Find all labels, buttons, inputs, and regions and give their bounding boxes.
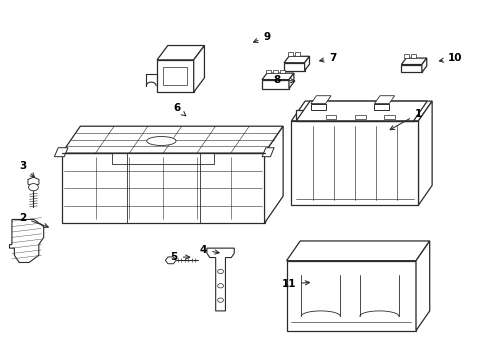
Bar bbox=[273, 69, 278, 73]
Polygon shape bbox=[284, 56, 310, 63]
Polygon shape bbox=[418, 101, 432, 205]
Polygon shape bbox=[292, 101, 432, 121]
Bar bbox=[113, 153, 214, 163]
Bar bbox=[262, 80, 289, 89]
Ellipse shape bbox=[147, 136, 176, 145]
Text: 11: 11 bbox=[282, 279, 310, 289]
Polygon shape bbox=[54, 148, 68, 157]
Bar bbox=[157, 60, 194, 92]
Polygon shape bbox=[296, 101, 427, 121]
Text: 7: 7 bbox=[319, 53, 337, 63]
Polygon shape bbox=[262, 73, 294, 80]
Text: 1: 1 bbox=[390, 109, 422, 130]
Polygon shape bbox=[62, 153, 265, 223]
Polygon shape bbox=[401, 58, 427, 64]
Bar bbox=[284, 63, 305, 71]
Circle shape bbox=[218, 284, 223, 288]
Bar bbox=[384, 116, 395, 119]
Bar bbox=[326, 116, 336, 119]
Bar bbox=[311, 104, 326, 110]
Polygon shape bbox=[157, 45, 204, 60]
Circle shape bbox=[218, 298, 223, 302]
Polygon shape bbox=[194, 45, 204, 92]
Bar bbox=[355, 116, 366, 119]
Circle shape bbox=[28, 184, 38, 191]
Polygon shape bbox=[305, 56, 310, 71]
Text: 2: 2 bbox=[19, 213, 49, 228]
Text: 10: 10 bbox=[440, 53, 463, 63]
Bar bbox=[266, 69, 271, 73]
Circle shape bbox=[218, 269, 223, 274]
Polygon shape bbox=[62, 126, 283, 153]
Text: 8: 8 bbox=[273, 75, 295, 85]
Polygon shape bbox=[262, 148, 274, 157]
Polygon shape bbox=[374, 96, 394, 104]
Bar bbox=[296, 110, 414, 121]
Bar bbox=[163, 67, 187, 85]
Bar bbox=[292, 121, 418, 205]
Text: 6: 6 bbox=[173, 103, 186, 116]
Polygon shape bbox=[9, 220, 44, 262]
Text: 3: 3 bbox=[19, 161, 34, 177]
Polygon shape bbox=[207, 248, 234, 311]
Bar bbox=[280, 69, 285, 73]
Bar bbox=[295, 52, 300, 56]
Polygon shape bbox=[311, 96, 331, 104]
Polygon shape bbox=[265, 126, 283, 223]
Text: 9: 9 bbox=[253, 32, 270, 42]
Bar bbox=[404, 54, 409, 58]
Polygon shape bbox=[287, 241, 430, 261]
Polygon shape bbox=[289, 73, 294, 89]
Text: 4: 4 bbox=[200, 245, 219, 255]
Bar bbox=[288, 52, 293, 56]
Bar bbox=[401, 64, 422, 72]
Polygon shape bbox=[422, 58, 427, 72]
Bar bbox=[374, 104, 389, 110]
Bar bbox=[287, 261, 416, 330]
Bar bbox=[411, 54, 416, 58]
Polygon shape bbox=[416, 241, 430, 330]
Text: 5: 5 bbox=[171, 252, 190, 262]
